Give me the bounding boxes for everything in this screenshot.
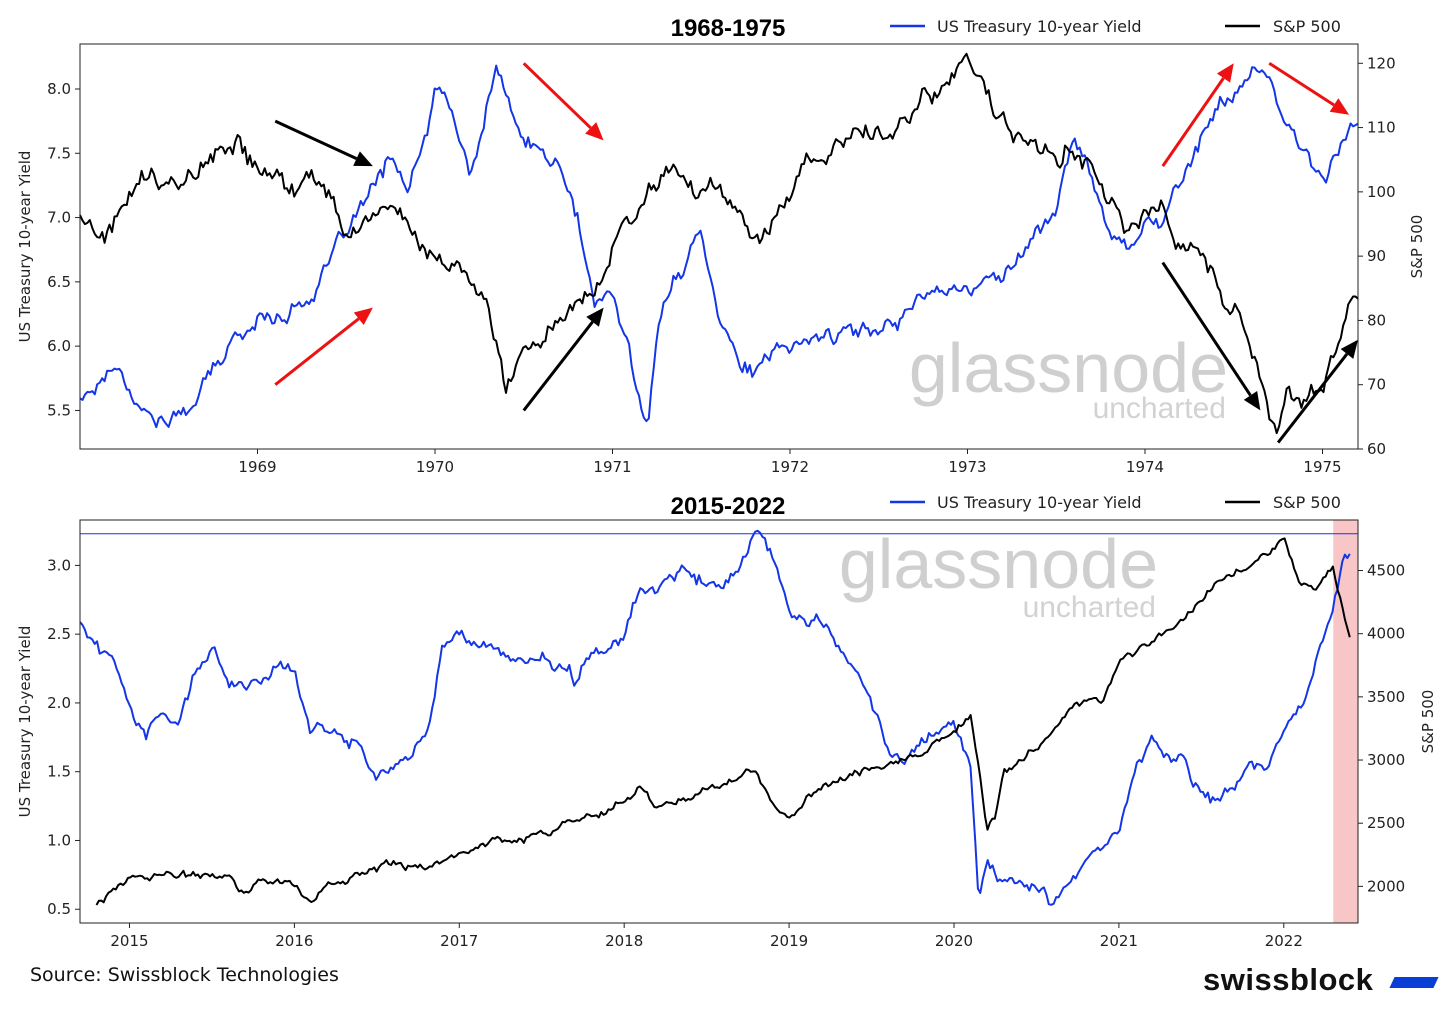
y-axis-label: US Treasury 10-year Yield [16, 151, 34, 343]
annotation-arrow-black [1161, 261, 1252, 397]
y2-tick-label: 4500 [1367, 562, 1405, 580]
annotation-arrow-red [1161, 77, 1225, 167]
y2-tick-label: 2500 [1367, 814, 1405, 832]
y2-tick-label: 3000 [1367, 751, 1405, 769]
annotation-arrow-red [1268, 62, 1335, 107]
annotation-arrow-black [274, 119, 358, 160]
watermark-uncharted: uncharted [1023, 591, 1156, 624]
y2-tick-label: 100 [1367, 183, 1396, 201]
y-tick-label: 3.0 [47, 556, 71, 574]
y2-axis-label: S&P 500 [1419, 690, 1437, 754]
y-tick-label: 0.5 [47, 900, 71, 918]
y2-tick-label: 70 [1367, 376, 1386, 394]
y-tick-label: 6.5 [47, 273, 71, 291]
y2-axis-label: S&P 500 [1408, 215, 1426, 279]
y2-tick-label: 90 [1367, 247, 1386, 265]
treasury-yield-line [79, 529, 1351, 906]
annotation-arrowhead-black [1243, 390, 1261, 411]
x-tick-label: 1970 [416, 458, 454, 476]
legend-label-yield: US Treasury 10-year Yield [937, 493, 1142, 512]
sp500-line [95, 537, 1351, 906]
watermark-uncharted: uncharted [1093, 392, 1226, 425]
swissblock-logo-mark [1389, 977, 1439, 988]
y-axis-label: US Treasury 10-year Yield [16, 626, 34, 818]
legend-label-sp500: S&P 500 [1273, 17, 1341, 36]
y-tick-label: 1.5 [47, 763, 71, 781]
y-tick-label: 7.5 [47, 144, 71, 162]
annotation-arrowhead-red [585, 122, 604, 141]
y-tick-label: 5.5 [47, 401, 71, 419]
y2-tick-label: 110 [1367, 119, 1396, 137]
x-tick-label: 2020 [935, 932, 973, 950]
annotation-arrowhead-red [1329, 98, 1350, 115]
chart-title: 2015-2022 [671, 493, 786, 520]
x-tick-label: 2019 [770, 932, 808, 950]
annotation-arrowhead-black [586, 307, 604, 327]
y2-tick-label: 4000 [1367, 625, 1405, 643]
y2-tick-label: 2000 [1367, 877, 1405, 895]
x-tick-label: 1971 [593, 458, 631, 476]
annotation-arrow-black [1276, 353, 1349, 444]
y-tick-label: 7.0 [47, 209, 71, 227]
annotation-arrow-red [522, 62, 592, 130]
shaded-region [1333, 520, 1358, 923]
x-tick-label: 2015 [110, 932, 148, 950]
annotation-arrowhead-red [353, 307, 373, 326]
annotation-arrowhead-red [1216, 63, 1234, 83]
watermark-glassnode: glassnode [839, 525, 1158, 603]
plot-frame [79, 519, 1359, 924]
watermark-glassnode: glassnode [909, 329, 1228, 407]
x-tick-label: 2018 [605, 932, 643, 950]
x-tick-label: 1969 [238, 458, 276, 476]
legend-label-yield: US Treasury 10-year Yield [937, 17, 1142, 36]
y2-tick-label: 60 [1367, 440, 1386, 458]
legend-label-sp500: S&P 500 [1273, 493, 1341, 512]
x-tick-label: 2022 [1265, 932, 1303, 950]
y-tick-label: 2.5 [47, 625, 71, 643]
swissblock-logo: swissblock [1203, 962, 1374, 997]
y2-tick-label: 3500 [1367, 688, 1405, 706]
y2-tick-label: 120 [1367, 54, 1396, 72]
x-tick-label: 2021 [1100, 932, 1138, 950]
annotation-arrowhead-black [353, 151, 373, 167]
y-tick-label: 2.0 [47, 694, 71, 712]
y-tick-label: 1.0 [47, 831, 71, 849]
x-tick-label: 1974 [1126, 458, 1164, 476]
chart-title: 1968-1975 [671, 15, 786, 42]
source-text: Source: Swissblock Technologies [30, 964, 339, 986]
treasury-yield-line [79, 64, 1359, 429]
x-tick-label: 1975 [1303, 458, 1341, 476]
annotation-arrowhead-black [1340, 339, 1358, 359]
x-tick-label: 2016 [275, 932, 313, 950]
y2-tick-label: 80 [1367, 311, 1386, 329]
y-tick-label: 8.0 [47, 80, 71, 98]
x-tick-label: 2017 [440, 932, 478, 950]
x-tick-label: 1973 [948, 458, 986, 476]
x-tick-label: 1972 [771, 458, 809, 476]
y-tick-label: 6.0 [47, 337, 71, 355]
annotation-arrow-red [274, 317, 360, 386]
sp500-line [79, 52, 1359, 435]
plot-frame [79, 43, 1359, 450]
annotation-arrow-black [522, 320, 594, 412]
